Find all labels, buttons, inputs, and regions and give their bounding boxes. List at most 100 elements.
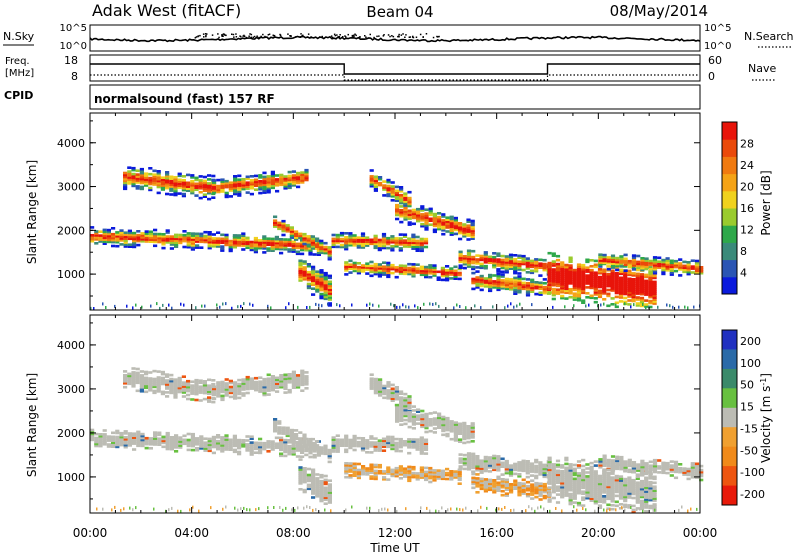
velocity-cell bbox=[211, 400, 216, 404]
power-cell bbox=[302, 274, 307, 277]
velocity-cell bbox=[211, 441, 216, 445]
power-cell bbox=[249, 186, 254, 190]
power-cell bbox=[465, 306, 467, 310]
power-cell bbox=[144, 240, 149, 243]
velocity-cell bbox=[508, 470, 514, 473]
power-cell bbox=[458, 250, 463, 254]
power-cell bbox=[136, 235, 141, 239]
velocity-cell bbox=[207, 396, 212, 399]
velocity-cell bbox=[402, 443, 408, 447]
velocity-cell bbox=[564, 468, 569, 472]
velocity-cell bbox=[344, 469, 349, 473]
nsky-sample bbox=[299, 36, 302, 38]
power-cell bbox=[352, 261, 357, 265]
velocity-cell bbox=[682, 467, 687, 470]
power-cell bbox=[661, 258, 666, 262]
power-cell bbox=[420, 219, 425, 222]
power-cell bbox=[678, 274, 683, 277]
velocity-cell bbox=[249, 451, 254, 454]
power-cell bbox=[635, 286, 640, 289]
nsky-sample bbox=[402, 33, 404, 35]
velocity-cell bbox=[529, 474, 535, 477]
power-cell bbox=[302, 270, 307, 273]
velocity-cell bbox=[615, 459, 620, 463]
power-cell bbox=[603, 302, 605, 306]
velocity-cell bbox=[127, 374, 132, 378]
velocity-cell bbox=[423, 452, 429, 455]
velocity-cell bbox=[589, 461, 594, 465]
velocity-cell bbox=[399, 398, 404, 401]
power-cell bbox=[593, 275, 598, 278]
velocity-cell bbox=[465, 506, 467, 510]
velocity-cell bbox=[254, 388, 259, 392]
velocity-cell bbox=[207, 443, 212, 447]
power-cell bbox=[513, 269, 518, 273]
power-cell bbox=[564, 269, 569, 273]
power-cell bbox=[560, 261, 565, 264]
velocity-cell bbox=[564, 474, 569, 478]
velocity-cell bbox=[529, 466, 535, 469]
velocity-cell bbox=[572, 467, 577, 471]
nsky-sample bbox=[425, 33, 428, 35]
power-cell bbox=[323, 289, 328, 293]
power-cell bbox=[399, 197, 404, 201]
power-cell bbox=[283, 242, 288, 245]
velocity-cell bbox=[169, 447, 174, 451]
velocity-cell bbox=[602, 470, 607, 473]
power-cell bbox=[407, 190, 412, 194]
velocity-cell bbox=[419, 466, 424, 469]
velocity-cell bbox=[291, 370, 296, 374]
velocity-cell bbox=[441, 419, 446, 423]
power-cell bbox=[479, 280, 484, 284]
velocity-ytick-label: 1000 bbox=[57, 471, 85, 484]
power-cell bbox=[687, 306, 689, 310]
velocity-cell bbox=[615, 508, 617, 512]
velocity-cell bbox=[186, 385, 191, 389]
velocity-cell bbox=[648, 494, 653, 498]
power-cell bbox=[504, 277, 509, 281]
velocity-cell bbox=[300, 379, 305, 383]
velocity-cell bbox=[253, 441, 258, 445]
power-cell bbox=[369, 240, 374, 244]
power-cell bbox=[631, 291, 636, 295]
velocity-cell bbox=[352, 464, 357, 468]
velocity-cell bbox=[458, 430, 463, 434]
power-cell bbox=[165, 239, 170, 242]
velocity-cell bbox=[581, 474, 586, 478]
velocity-cell bbox=[319, 479, 324, 483]
power-cell bbox=[538, 264, 543, 267]
power-cell bbox=[298, 259, 303, 263]
velocity-cell bbox=[635, 483, 640, 486]
velocity-cell bbox=[589, 493, 594, 497]
velocity-cell bbox=[440, 471, 445, 475]
velocity-cell bbox=[602, 456, 607, 460]
power-cell bbox=[190, 248, 195, 251]
velocity-cell bbox=[386, 466, 391, 469]
velocity-cell bbox=[623, 460, 628, 463]
velocity-cell bbox=[635, 507, 640, 510]
power-cell bbox=[462, 258, 467, 262]
velocity-cell bbox=[424, 412, 429, 416]
power-cell bbox=[119, 229, 124, 232]
velocity-cell bbox=[394, 391, 399, 395]
power-cell bbox=[241, 185, 246, 189]
power-cell bbox=[127, 245, 132, 248]
power-cell bbox=[232, 240, 237, 243]
velocity-cell bbox=[441, 425, 446, 429]
velocity-cell bbox=[262, 385, 267, 389]
power-cell bbox=[445, 226, 450, 229]
velocity-cell bbox=[323, 494, 328, 498]
velocity-cell bbox=[428, 480, 433, 484]
velocity-cell bbox=[445, 416, 450, 420]
velocity-cell bbox=[241, 445, 246, 448]
velocity-cell bbox=[157, 443, 162, 446]
power-cell bbox=[131, 184, 136, 188]
power-cell bbox=[631, 268, 637, 271]
velocity-cell bbox=[551, 476, 556, 480]
velocity-cell bbox=[245, 439, 250, 442]
velocity-cell bbox=[279, 506, 281, 509]
power-cell bbox=[627, 293, 632, 296]
power-cell bbox=[640, 264, 645, 268]
velocity-cell bbox=[285, 434, 290, 438]
velocity-cell bbox=[298, 445, 303, 448]
